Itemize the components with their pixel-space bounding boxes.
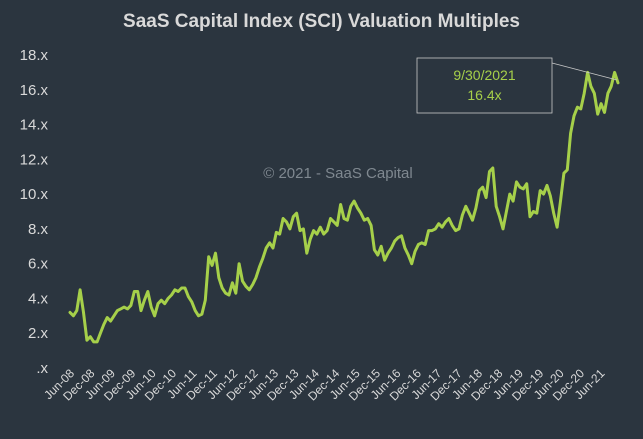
annotation-date: 9/30/2021 <box>453 67 515 83</box>
y-tick-label: 6.x <box>28 256 49 273</box>
y-tick-label: 2.x <box>28 325 49 342</box>
series-line-sci <box>68 70 620 344</box>
annotation-value: 16.4x <box>467 87 501 103</box>
y-tick-label: 14.x <box>20 117 49 134</box>
y-tick-label: 12.x <box>20 151 49 168</box>
annotation-callout: 9/30/2021 16.4x <box>416 57 618 114</box>
y-tick-label: 18.x <box>20 47 49 64</box>
annotation-leader-line <box>551 62 618 81</box>
y-tick-label: 10.x <box>20 186 49 203</box>
chart-title: SaaS Capital Index (SCI) Valuation Multi… <box>123 11 520 32</box>
y-tick-label: 16.x <box>20 82 49 99</box>
y-tick-label: 4.x <box>28 290 49 307</box>
x-axis: Jun-08Dec-08Jun-09Dec-09Jun-10Dec-10Jun-… <box>41 366 607 403</box>
annotation-box <box>416 57 553 114</box>
y-tick-label: .x <box>36 360 48 377</box>
y-tick-label: 8.x <box>28 221 49 238</box>
series-layer <box>68 70 620 344</box>
y-axis: .x 2.x 4.x 6.x 8.x 10.x 12.x 14.x 16.x 18.x <box>20 47 49 377</box>
watermark: © 2021 - SaaS Capital <box>263 165 412 182</box>
